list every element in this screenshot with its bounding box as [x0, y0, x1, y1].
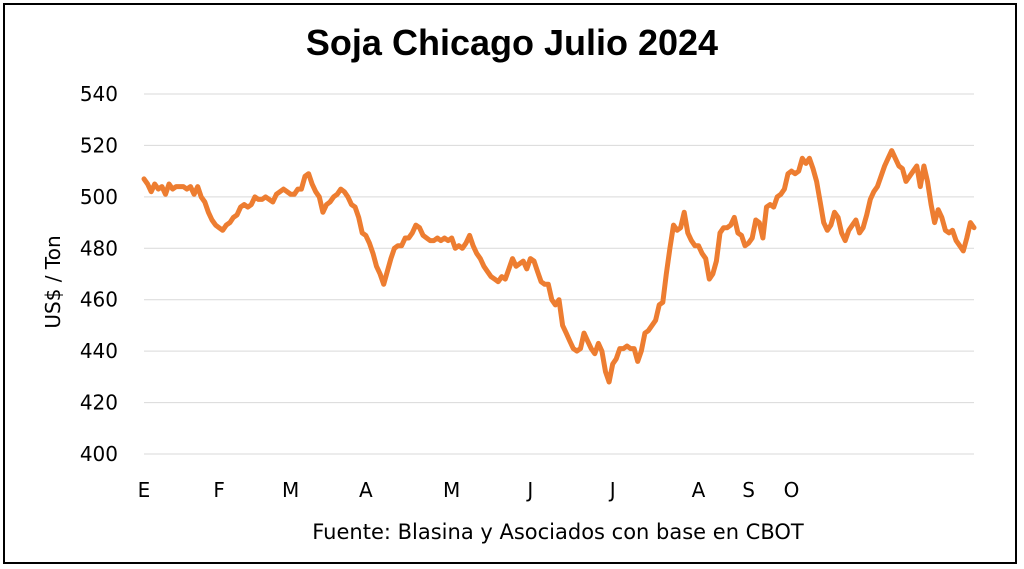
x-tick-label: J	[525, 478, 533, 502]
source-note: Fuente: Blasina y Asociados con base en …	[312, 520, 804, 544]
x-tick-label: M	[282, 478, 299, 502]
y-tick-label: 520	[80, 133, 118, 157]
chart-title: Soja Chicago Julio 2024	[305, 22, 719, 63]
y-tick-label: 460	[80, 288, 118, 312]
x-tick-label: A	[359, 478, 373, 502]
x-tick-label: M	[443, 478, 460, 502]
y-tick-label: 500	[80, 185, 118, 209]
x-tick-label: O	[784, 478, 800, 502]
y-axis-label: US$ / Ton	[41, 235, 65, 328]
x-tick-label: E	[138, 478, 151, 502]
series-line	[141, 148, 977, 385]
x-tick-label: S	[742, 478, 755, 502]
x-tick-label: F	[213, 478, 225, 502]
y-tick-label: 480	[80, 236, 118, 260]
y-tick-label: 540	[80, 82, 118, 106]
y-tick-label: 440	[80, 339, 118, 363]
y-tick-label: 420	[80, 391, 118, 415]
series-layer	[141, 148, 977, 385]
y-tick-label: 400	[80, 442, 118, 466]
x-tick-label: A	[692, 478, 706, 502]
chart-frame	[3, 3, 1017, 564]
x-tick-label: J	[608, 478, 616, 502]
y-axis-ticks: 400 420 440 460 480 500 520 540	[80, 82, 118, 466]
gridlines	[144, 93, 974, 455]
